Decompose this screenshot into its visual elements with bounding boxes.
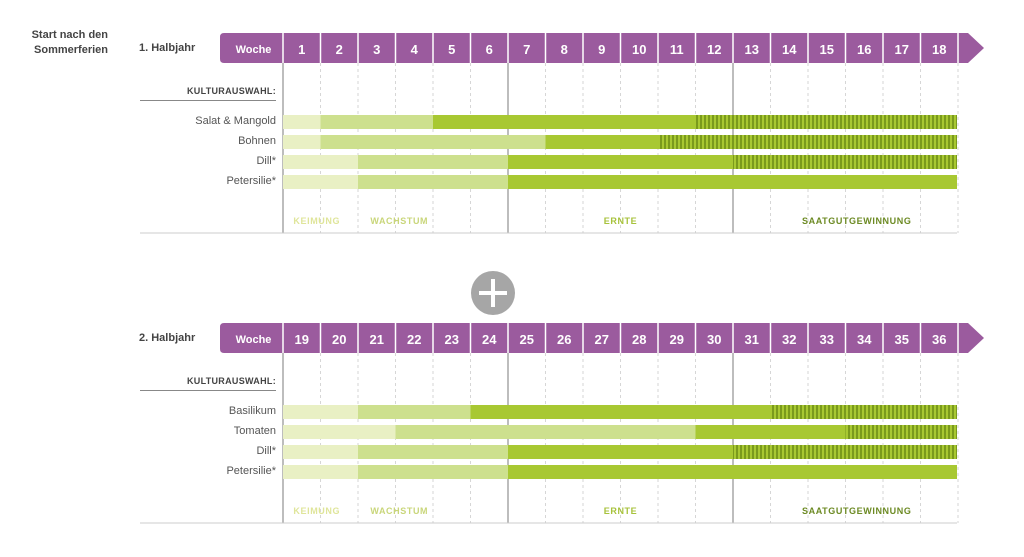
week-number: 14 [782,42,797,57]
header-band-1 [220,33,984,63]
week-number: 1 [298,42,305,57]
intro-text: Start nach den Sommerferien [8,28,108,58]
bar-keimung [283,445,358,459]
week-number: 30 [707,332,721,347]
week-number: 35 [895,332,909,347]
woche-label: Woche [236,44,272,56]
week-number: 21 [370,332,384,347]
kulturauswahl-label-2: KULTURAUSWAHL: [140,376,276,391]
bar-keimung [283,155,358,169]
crop-label: Tomaten [233,425,276,437]
bar-wachstum [358,405,471,419]
week-number: 16 [857,42,871,57]
bar-wachstum [320,115,433,129]
week-number: 12 [707,42,721,57]
crop-label: Dill* [256,445,276,457]
bar-saatgut [845,425,957,439]
week-number: 25 [520,332,534,347]
bar-wachstum [320,135,546,149]
week-number: 36 [932,332,946,347]
week-number: 15 [820,42,834,57]
bar-saatgut [733,155,957,169]
phase-label-ernte: ERNTE [603,216,638,226]
bar-keimung [283,465,358,479]
week-number: 13 [745,42,759,57]
crop-label: Petersilie* [226,465,276,477]
bar-saatgut [770,405,957,419]
phase-label-ernte: ERNTE [603,506,638,516]
week-number: 6 [486,42,493,57]
week-number: 2 [336,42,343,57]
bar-keimung [283,115,321,129]
header-band-2 [220,323,984,353]
week-number: 7 [523,42,530,57]
week-number: 9 [598,42,605,57]
phase-label-wachstum: WACHSTUM [370,216,429,226]
week-number: 28 [632,332,646,347]
intro-line-1: Start nach den [31,29,108,41]
bar-wachstum [358,175,508,189]
week-number: 19 [295,332,309,347]
woche-label: Woche [236,334,272,346]
week-number: 17 [895,42,909,57]
week-number: 20 [332,332,346,347]
intro-line-2: Sommerferien [34,44,108,56]
phase-label-wachstum: WACHSTUM [370,506,429,516]
bar-wachstum [358,155,546,169]
week-number: 23 [445,332,459,347]
week-number: 24 [482,332,497,347]
week-number: 11 [670,42,684,57]
bar-keimung [283,425,396,439]
week-number: 4 [411,42,419,57]
half-title-1: 1. Halbjahr [139,42,196,54]
bar-wachstum [358,445,546,459]
bar-ernte [508,175,957,189]
crop-label: Basilikum [228,405,276,417]
week-number: 10 [632,42,646,57]
week-number: 31 [745,332,759,347]
phase-label-saatgut: SAATGUTGEWINNUNG [802,216,912,226]
week-number: 27 [595,332,609,347]
crop-label: Petersilie* [226,175,276,187]
bar-keimung [283,135,321,149]
week-number: 22 [407,332,421,347]
bar-keimung [283,405,358,419]
week-number: 26 [557,332,571,347]
crop-label: Bohnen [238,135,276,147]
week-number: 33 [820,332,834,347]
kulturauswahl-label-1: KULTURAUSWAHL: [140,86,276,101]
phase-label-keimung: KEIMUNG [293,506,341,516]
bar-wachstum [358,465,508,479]
bar-saatgut [658,135,957,149]
week-number: 32 [782,332,796,347]
week-number: 5 [448,42,455,57]
phase-label-saatgut: SAATGUTGEWINNUNG [802,506,912,516]
crop-label: Dill* [256,155,276,167]
week-number: 3 [373,42,380,57]
bar-saatgut [695,115,957,129]
bar-wachstum [395,425,696,439]
bar-saatgut [733,445,957,459]
bar-keimung [283,175,358,189]
crop-label: Salat & Mangold [195,115,276,127]
phase-label-keimung: KEIMUNG [293,216,341,226]
week-number: 29 [670,332,684,347]
half-title-2: 2. Halbjahr [139,332,196,344]
week-number: 18 [932,42,946,57]
week-number: 34 [857,332,872,347]
bar-ernte [508,465,957,479]
week-number: 8 [561,42,568,57]
plus-icon [471,271,515,315]
